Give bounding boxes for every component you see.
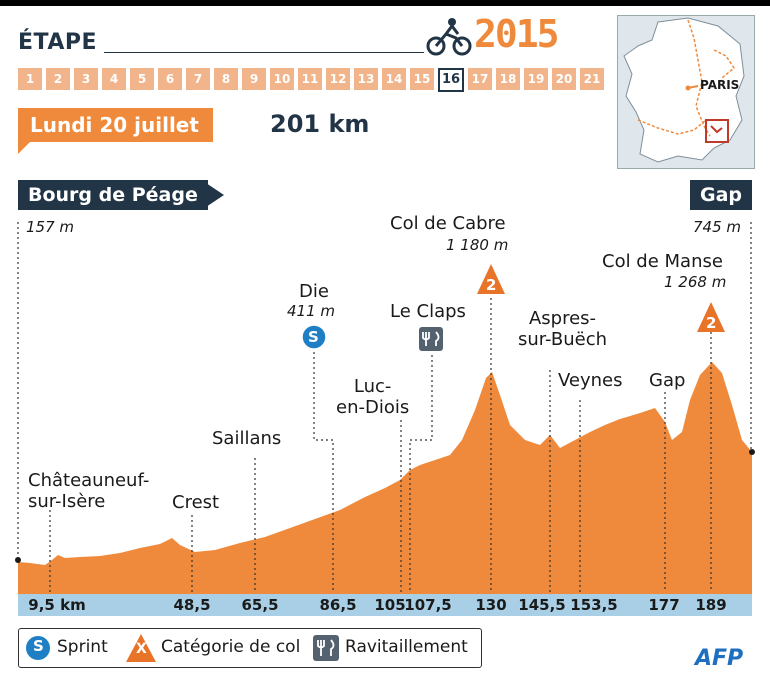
place-chateauneuf-line2: sur-Isère: [28, 491, 106, 512]
stage-18[interactable]: 18: [496, 68, 520, 90]
place-aspres-line2: sur-Buëch: [518, 329, 608, 350]
altitude-die: 411 m: [287, 302, 336, 320]
place-luc-line2: en-Diois: [336, 397, 410, 418]
stage-19[interactable]: 19: [524, 68, 548, 90]
stage-7[interactable]: 7: [186, 68, 210, 90]
km-label-4: 105: [374, 596, 406, 614]
km-label-7: 145,5: [518, 596, 566, 614]
legend-sprint-icon: [26, 636, 50, 660]
legend: S Sprint X Catégorie de col Ravitailleme…: [18, 628, 482, 668]
distance-label: 201 km: [270, 110, 370, 138]
place-crest: Crest: [172, 492, 220, 513]
stage-2[interactable]: 2: [46, 68, 70, 90]
france-map-shape: [618, 16, 754, 168]
year-label: 2015: [474, 12, 560, 56]
stage-13[interactable]: 13: [354, 68, 378, 90]
place-col-de-cabre: Col de Cabre: [390, 213, 506, 234]
profile-area: [18, 362, 752, 594]
start-altitude: 157 m: [26, 218, 75, 236]
km-label-8: 153,5: [570, 596, 618, 614]
km-label-0: 9,5 km: [28, 596, 86, 614]
stage-8[interactable]: 8: [214, 68, 238, 90]
km-label-3: 86,5: [319, 596, 357, 614]
sprint-marker-die: [301, 324, 327, 350]
col-marker-cabre: [477, 264, 505, 294]
map-paris-label: PARIS: [700, 78, 740, 92]
km-label-5: 107,5: [404, 596, 452, 614]
km-label-6: 130: [475, 596, 507, 614]
legend-sprint-label: Sprint: [57, 637, 108, 657]
place-luc-line1: Luc-: [353, 376, 392, 397]
col-category-manse: 2: [706, 314, 717, 332]
legend-feed-label: Ravitaillement: [345, 637, 468, 657]
etape-underline: [104, 52, 424, 53]
top-bar: [0, 0, 770, 6]
place-gap: Gap: [649, 370, 686, 391]
col-category-cabre: 2: [486, 276, 497, 294]
place-chateauneuf-line: Châteauneuf-: [28, 470, 150, 491]
km-label-1: 48,5: [173, 596, 211, 614]
col-marker-manse: [697, 302, 725, 332]
place-saillans: Saillans: [212, 428, 282, 449]
stage-11[interactable]: 11: [298, 68, 322, 90]
place-veynes: Veynes: [558, 370, 623, 391]
place-chateauneuf: Châteauneuf- sur-Isère: [28, 470, 149, 512]
cyclist-icon: [426, 18, 472, 56]
stage-12[interactable]: 12: [326, 68, 350, 90]
altitude-col-de-cabre: 1 180 m: [446, 236, 509, 254]
stage-10[interactable]: 10: [270, 68, 294, 90]
km-bar: [18, 594, 752, 616]
etape-title: ÉTAPE: [18, 30, 98, 55]
legend-col-icon: [126, 634, 156, 662]
stage-4[interactable]: 4: [102, 68, 126, 90]
legend-feed-icon: [313, 635, 339, 661]
date-tail: [18, 142, 30, 154]
place-aspres-line1: Aspres-: [528, 308, 597, 329]
km-label-9: 177: [648, 596, 680, 614]
start-arrow-icon: [206, 183, 224, 207]
place-le-claps: Le Claps: [390, 301, 466, 322]
stage-5[interactable]: 5: [130, 68, 154, 90]
stage-6[interactable]: 6: [158, 68, 182, 90]
end-town: Gap: [690, 180, 753, 210]
stage-1[interactable]: 1: [18, 68, 42, 90]
sprint-icon-die: S: [308, 328, 319, 346]
stage-14[interactable]: 14: [382, 68, 406, 90]
date-label: Lundi 20 juillet: [18, 108, 213, 142]
stage-16-active[interactable]: 16: [438, 68, 464, 92]
feed-marker-le-claps: [419, 327, 443, 351]
stage-20[interactable]: 20: [552, 68, 576, 90]
place-aspres-sur-buech: Aspres- sur-Buëch: [518, 308, 607, 350]
stage-17[interactable]: 17: [468, 68, 492, 90]
place-die: Die: [299, 281, 329, 302]
start-town: Bourg de Péage: [18, 180, 208, 210]
legend-sprint-letter: S: [33, 637, 44, 655]
km-label-2: 65,5: [241, 596, 279, 614]
stage-3[interactable]: 3: [74, 68, 98, 90]
end-altitude: 745 m: [693, 218, 742, 236]
legend-col-letter: X: [136, 641, 147, 657]
stage-selector: 1 2 3 4 5 6 7 8 9 10 11 12 13 14 15 16 1…: [18, 68, 604, 92]
stage-21[interactable]: 21: [580, 68, 604, 90]
stage-9[interactable]: 9: [242, 68, 266, 90]
stage-15[interactable]: 15: [410, 68, 434, 90]
france-map: PARIS: [617, 15, 755, 169]
altitude-col-de-manse: 1 268 m: [664, 273, 727, 291]
km-label-10: 189: [695, 596, 727, 614]
legend-col-label: Catégorie de col: [161, 637, 301, 657]
place-luc-en-diois: Luc- en-Diois: [336, 376, 409, 418]
place-col-de-manse: Col de Manse: [602, 251, 723, 272]
afp-logo: AFP: [695, 646, 744, 671]
